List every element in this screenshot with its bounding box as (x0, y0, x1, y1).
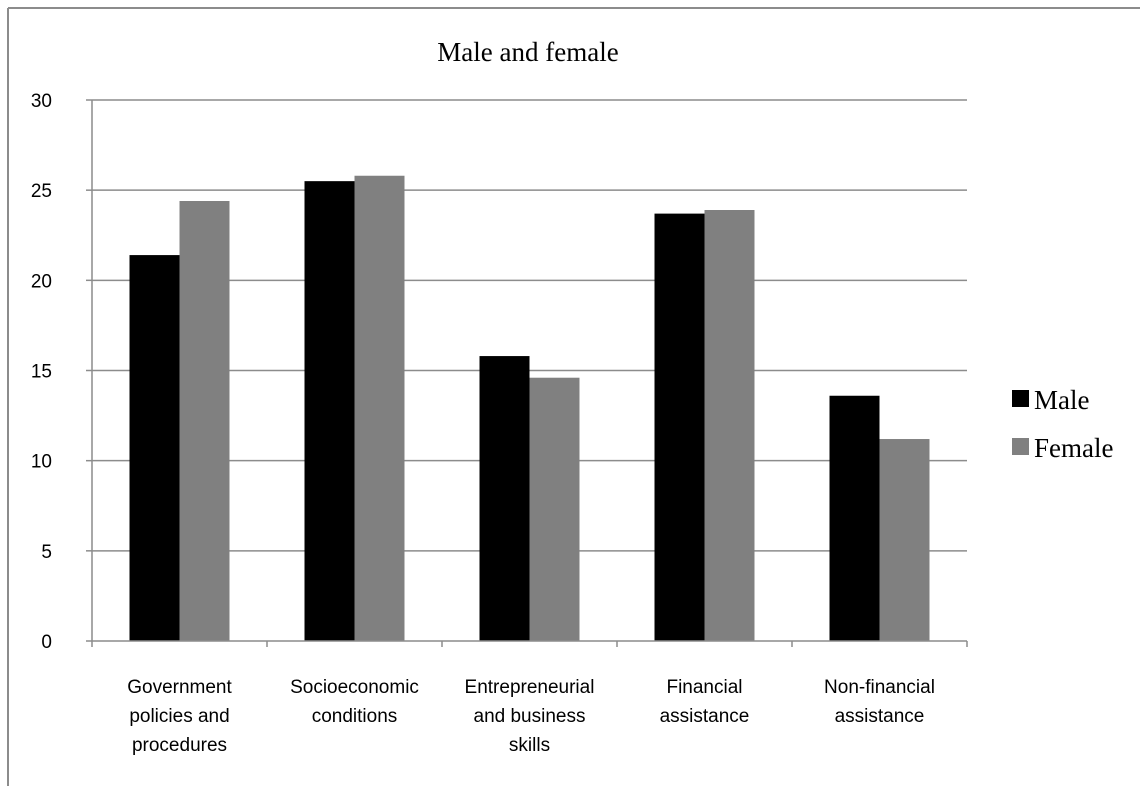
x-category-label-line: assistance (660, 706, 750, 727)
bar-male-3 (654, 213, 705, 642)
x-category-label-line: procedures (132, 735, 227, 756)
y-tick-label: 0 (41, 632, 52, 653)
x-category-label-line: policies and (129, 706, 229, 727)
x-category-label: Entrepreneurial and business skills (465, 677, 595, 756)
bar-male-1 (304, 181, 355, 641)
bar-male-4 (829, 395, 880, 641)
x-category-label-line: Government (127, 677, 232, 698)
x-category-label: Socioeconomic conditions (290, 677, 419, 727)
x-category-label: Non-financial assistance (824, 677, 935, 727)
bar-female-1 (354, 175, 405, 642)
bar-male-0 (129, 255, 180, 641)
x-category-label-line: Entrepreneurial (465, 677, 595, 698)
legend: Male Female (1012, 385, 1113, 463)
x-category-label-line: Socioeconomic (290, 677, 419, 698)
x-category-label: Financial assistance (660, 677, 750, 727)
x-category-label-line: conditions (312, 706, 398, 727)
y-tick-label: 25 (31, 181, 52, 202)
bar-female-4 (879, 439, 930, 641)
bars (129, 175, 930, 642)
bar-female-3 (704, 210, 755, 641)
y-tick-label: 10 (31, 452, 52, 473)
bar-female-2 (529, 377, 580, 641)
y-tick-label: 20 (31, 271, 52, 292)
legend-swatch-male (1012, 390, 1029, 407)
legend-swatch-female (1012, 438, 1029, 455)
bar-female-0 (179, 200, 230, 641)
x-category-label: Government policies and procedures (127, 677, 232, 756)
bar-male-2 (479, 356, 530, 641)
y-axis-ticks: 0 5 10 15 20 25 30 (31, 91, 92, 653)
x-category-label-line: assistance (835, 706, 925, 727)
x-category-label-line: Non-financial (824, 677, 935, 698)
x-category-label-line: and business (474, 706, 586, 727)
x-category-label-line: skills (509, 735, 550, 756)
chart-title: Male and female (437, 37, 618, 67)
legend-label-male: Male (1034, 385, 1089, 415)
legend-label-female: Female (1034, 433, 1113, 463)
axes (91, 100, 968, 647)
y-tick-label: 15 (31, 362, 52, 383)
x-axis-categories: Government policies and procedures Socioeco… (127, 677, 935, 756)
y-tick-label: 30 (31, 91, 52, 112)
y-tick-label: 5 (41, 542, 52, 563)
x-category-label-line: Financial (666, 677, 742, 698)
